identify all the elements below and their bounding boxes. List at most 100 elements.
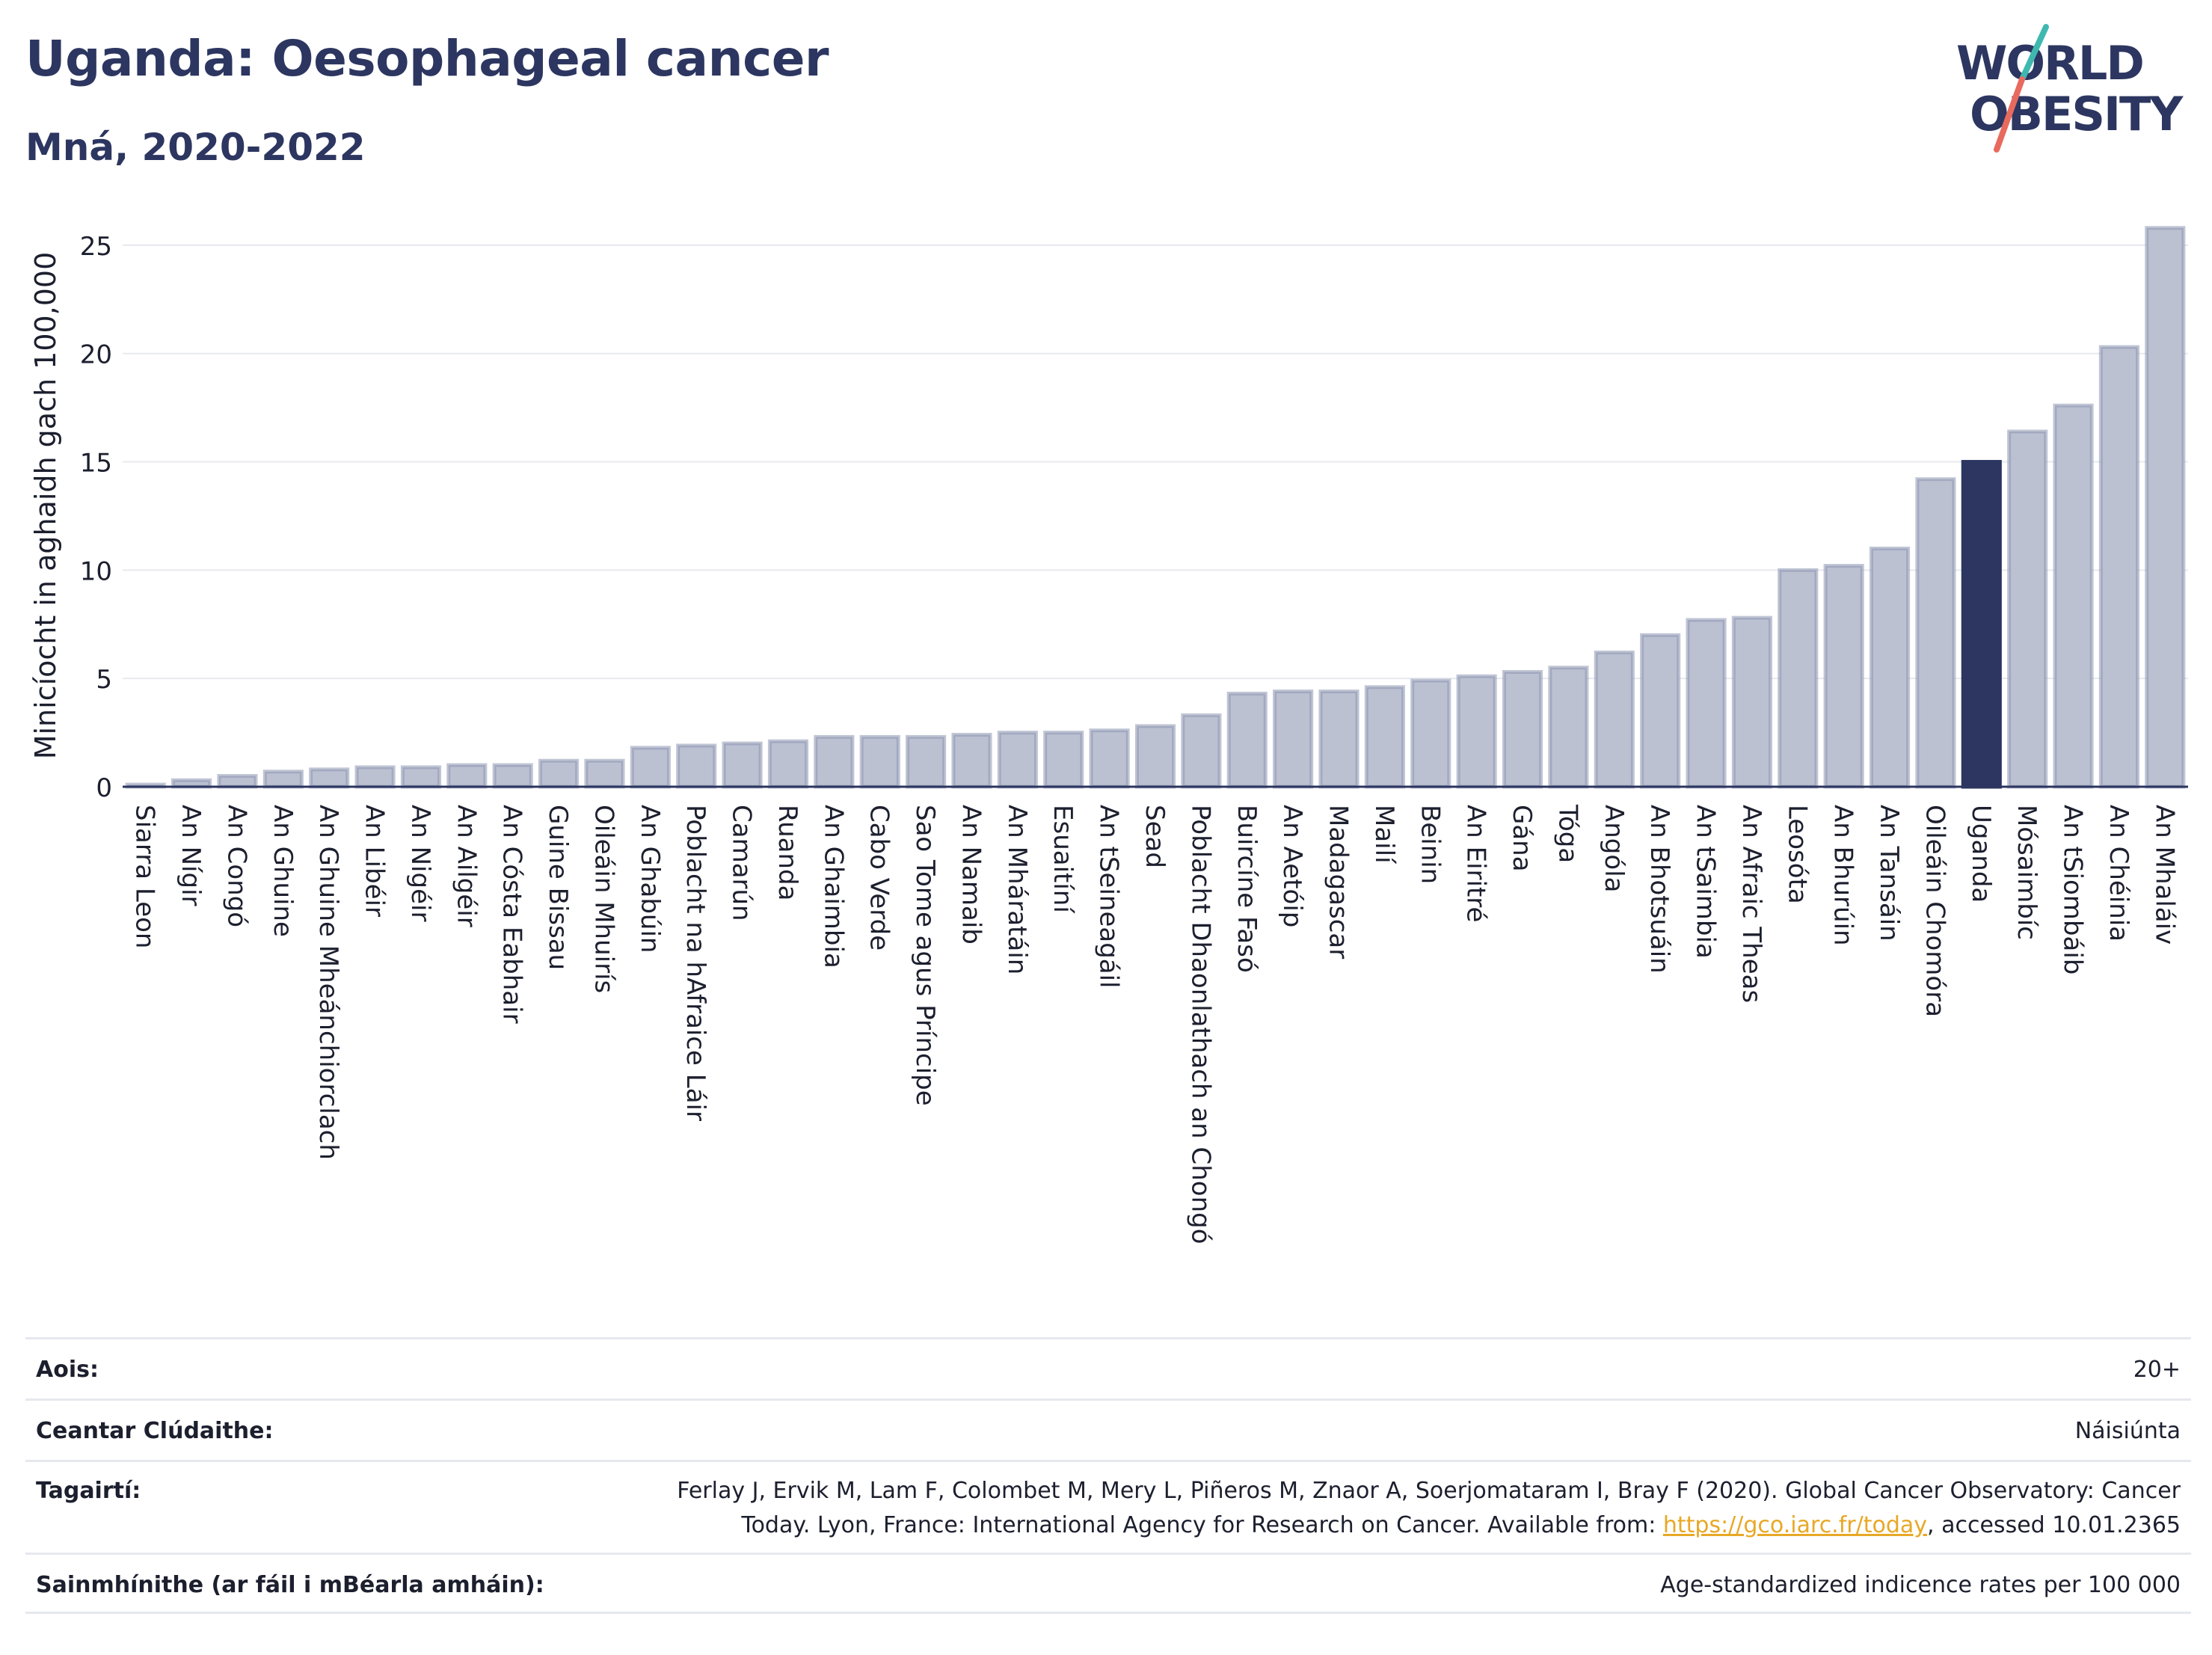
x-tick-label: An tSaimbia xyxy=(1691,805,1721,959)
x-tick-label: An Nígir xyxy=(176,805,206,906)
bar xyxy=(354,765,396,789)
x-tick-label: Sead xyxy=(1140,805,1170,868)
bar xyxy=(217,774,258,789)
meta-value-references: Ferlay J, Ervik M, Lam F, Colombet M, Me… xyxy=(677,1474,2191,1543)
chart-subtitle: Mná, 2020-2022 xyxy=(25,126,366,169)
bar xyxy=(1456,674,1497,789)
bar xyxy=(1548,666,1589,789)
bar xyxy=(1502,669,1543,789)
x-tick-label: An tSiombáib xyxy=(2058,805,2088,974)
x-tick-label: Sao Tome agus Príncipe xyxy=(910,805,940,1106)
x-tick-label: Guine Bissau xyxy=(543,805,573,970)
x-tick-label: Mailí xyxy=(1369,805,1399,865)
meta-value-coverage: Náisiúnta xyxy=(2074,1418,2181,1444)
meta-value-definitions: Age-standardized indicence rates per 100… xyxy=(1660,1572,2181,1598)
meta-row-references: Tagairtí: Ferlay J, Ervik M, Lam F, Colo… xyxy=(25,1460,2191,1553)
bar xyxy=(2053,403,2094,789)
bar xyxy=(630,746,671,789)
world-obesity-logo: WORLD OBESITY xyxy=(1956,24,2185,153)
bar xyxy=(1318,690,1360,789)
reference-link[interactable]: https://gco.iarc.fr/today xyxy=(1662,1512,1928,1538)
bar xyxy=(2007,429,2048,789)
x-tick-label: An Chéinia xyxy=(2104,805,2133,942)
logo-slash-teal xyxy=(2019,24,2049,82)
x-tick-label: An Bhotsuáin xyxy=(1644,805,1674,974)
bar xyxy=(676,743,717,789)
bar xyxy=(2098,345,2139,789)
x-tick-label: An Nigéir xyxy=(405,805,435,921)
bar xyxy=(1961,460,2002,789)
meta-key-coverage: Ceantar Clúdaithe: xyxy=(36,1418,274,1444)
x-tick-label: An Mhaláiv xyxy=(2149,805,2179,945)
bar xyxy=(1226,691,1268,789)
reference-line1: Ferlay J, Ervik M, Lam F, Colombet M, Me… xyxy=(677,1478,2181,1504)
bar xyxy=(400,765,442,789)
bar xyxy=(767,739,809,789)
bar xyxy=(997,731,1038,789)
x-tick-label: An tSeineagáil xyxy=(1094,805,1124,989)
logo-slash-red xyxy=(1994,76,2025,153)
x-tick-label: Siarra Leon xyxy=(130,805,160,948)
bar xyxy=(1778,568,1819,789)
x-tick-label: Mósaimbíc xyxy=(2012,805,2042,940)
bar xyxy=(1181,713,1222,789)
bar xyxy=(1640,633,1681,789)
bar xyxy=(1043,731,1084,789)
x-tick-label: Poblacht Dhaonlathach an Chongó xyxy=(1185,805,1215,1244)
x-tick-label: An Ailgéir xyxy=(451,805,481,927)
y-tick-label: 15 xyxy=(80,449,112,479)
x-tick-label: An Cósta Eabhair xyxy=(497,805,527,1024)
bar xyxy=(1915,477,1956,789)
bar xyxy=(538,758,580,789)
bar xyxy=(309,767,350,789)
bar xyxy=(951,732,992,789)
x-tick-label: Tóga xyxy=(1552,804,1582,863)
bar xyxy=(1364,685,1405,789)
metadata-table: Aois: 20+ Ceantar Clúdaithe: Náisiúnta T… xyxy=(25,1337,2191,1614)
bar xyxy=(722,741,763,789)
x-tick-label: An Aetóip xyxy=(1277,805,1307,927)
y-axis-label: Minicíocht in aghaidh gach 100,000 xyxy=(29,252,62,760)
bar xyxy=(906,734,947,789)
x-tick-label: An Ghuine Mheánchiorclach xyxy=(313,805,343,1160)
meta-row-definitions: Sainmhínithe (ar fáil i mBéarla amháin):… xyxy=(25,1553,2191,1614)
x-tick-label: An Ghaimbia xyxy=(818,805,848,968)
logo-line1: WORLD xyxy=(1956,36,2143,90)
x-tick-label: Uganda xyxy=(1966,805,1996,903)
bar xyxy=(446,763,488,789)
meta-key-definitions: Sainmhínithe (ar fáil i mBéarla amháin): xyxy=(36,1572,544,1598)
reference-line2-post: , accessed 10.01.2365 xyxy=(1927,1512,2181,1538)
y-tick-label: 20 xyxy=(80,340,112,370)
bar xyxy=(2145,226,2186,789)
bar xyxy=(262,770,304,789)
x-tick-label: Buircíne Fasó xyxy=(1232,805,1262,973)
x-tick-label: Beinin xyxy=(1415,805,1445,884)
x-tick-label: Gána xyxy=(1507,805,1537,872)
bar xyxy=(492,763,533,789)
bar xyxy=(1731,615,1772,789)
meta-value-age: 20+ xyxy=(2133,1357,2181,1383)
bar xyxy=(1686,618,1727,789)
x-tick-label: An Congó xyxy=(221,805,251,927)
chart-title: Uganda: Oesophageal cancer xyxy=(25,30,829,87)
x-tick-label: An Mháratáin xyxy=(1002,805,1032,974)
y-tick-label: 10 xyxy=(80,556,112,586)
x-tick-label: An Tansáin xyxy=(1874,805,1904,942)
meta-key-age: Aois: xyxy=(36,1357,99,1383)
x-tick-label: Ruanda xyxy=(772,805,802,900)
bar xyxy=(584,758,625,789)
x-tick-label: Leosóta xyxy=(1782,805,1812,904)
y-tick-label: 0 xyxy=(96,773,112,803)
bar xyxy=(1273,690,1314,789)
reference-line2-pre: Today. Lyon, France: International Agenc… xyxy=(741,1512,1663,1538)
y-tick-label: 5 xyxy=(96,665,112,695)
meta-key-references: Tagairtí: xyxy=(36,1478,141,1504)
bar xyxy=(859,734,900,789)
x-tick-label: An Libéir xyxy=(360,805,390,917)
bar xyxy=(1823,564,1864,789)
y-tick-label: 25 xyxy=(80,232,112,262)
x-tick-label: An Namaib xyxy=(956,805,986,945)
bar xyxy=(1089,728,1130,789)
x-tick-label: Camarún xyxy=(727,805,757,921)
bar xyxy=(1134,724,1176,789)
